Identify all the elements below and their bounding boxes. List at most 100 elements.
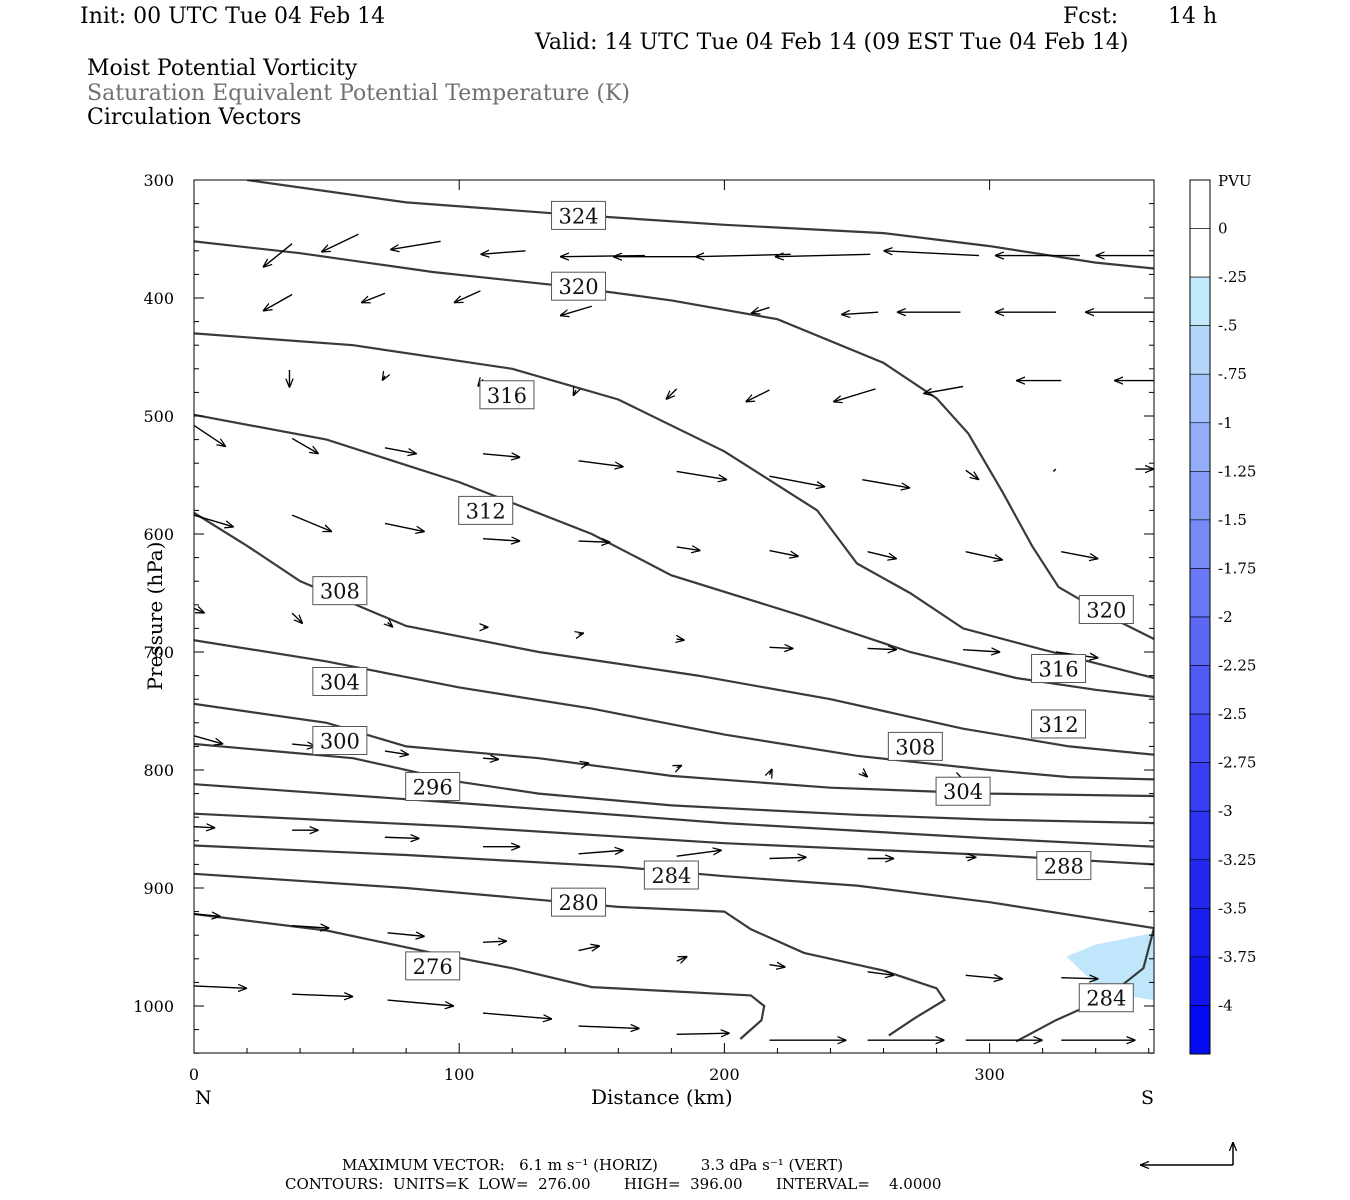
contour-label-300: 300 <box>320 730 360 754</box>
circulation-vector <box>676 1033 730 1034</box>
contour-label-304: 304 <box>943 780 983 804</box>
plot-frame <box>193 179 1155 1054</box>
circulation-vector <box>769 769 772 775</box>
circulation-vector <box>292 926 329 928</box>
contour-label-316: 316 <box>1039 658 1079 682</box>
circulation-vector <box>390 240 441 249</box>
contour-layer <box>194 180 1154 1043</box>
colorbar-label: -2.75 <box>1218 754 1256 772</box>
contour-label-304: 304 <box>320 671 360 695</box>
circulation-vector <box>291 514 332 532</box>
circulation-vector <box>483 454 520 458</box>
contour-label-276: 276 <box>413 955 453 979</box>
circulation-vector <box>584 763 589 764</box>
contour-label-box <box>479 380 535 410</box>
contour-label-box <box>312 726 368 755</box>
max-vector-note: MAXIMUM VECTOR: 6.1 m s⁻¹ (HORIZ) 3.3 dP… <box>342 1156 844 1174</box>
x-end-label-north: N <box>195 1087 212 1109</box>
contour-304 <box>194 639 1154 781</box>
contour-label-box <box>1078 983 1134 1013</box>
circulation-vector <box>867 648 897 649</box>
colorbar-swatch <box>1189 665 1211 715</box>
circulation-vector <box>579 633 584 634</box>
circulation-vector <box>965 551 1003 560</box>
contour-label-280: 280 <box>558 891 598 915</box>
circulation-vector <box>867 972 895 976</box>
circulation-vector <box>387 999 454 1006</box>
contour-label-320: 320 <box>558 275 598 299</box>
colorbar-label: -2.5 <box>1218 705 1247 723</box>
circulation-vector <box>884 251 980 257</box>
colorbar-label: -3 <box>1218 802 1233 820</box>
contour-label-box <box>405 772 461 802</box>
colorbar-swatch <box>1189 1005 1211 1055</box>
circulation-vector <box>483 539 520 541</box>
circulation-vector <box>862 772 867 777</box>
contour-label-box <box>1031 654 1087 684</box>
contour-label-312: 312 <box>1039 713 1079 737</box>
colorbar-label: -3.5 <box>1218 899 1247 917</box>
contour-label-312: 312 <box>466 499 506 523</box>
contour-label-box <box>551 200 607 230</box>
circulation-vector <box>769 475 825 487</box>
contour-label-296: 296 <box>413 776 453 800</box>
title-vectors: Circulation Vectors <box>87 105 302 130</box>
colorbar-swatch <box>1189 519 1211 569</box>
colorbar-swatch <box>1189 908 1211 958</box>
contour-label-box <box>551 887 607 917</box>
contour-316 <box>194 332 1154 680</box>
colorbar-swatch <box>1189 762 1211 812</box>
colorbar-label: -1 <box>1218 414 1233 432</box>
circulation-vector <box>483 941 507 942</box>
circulation-vector <box>194 914 221 916</box>
circulation-vector <box>666 388 678 400</box>
circulation-vector <box>578 850 624 854</box>
title-theta-es: Saturation Equivalent Potential Temperat… <box>87 81 630 106</box>
circulation-vector <box>292 994 353 996</box>
circulation-vector <box>965 469 979 479</box>
contour-label-324: 324 <box>558 204 598 228</box>
colorbar-swatch <box>1189 276 1211 326</box>
contour-label-box <box>405 951 461 981</box>
colorbar-label: -.75 <box>1218 365 1247 383</box>
circulation-vector <box>560 305 592 315</box>
colorbar-label: -3.25 <box>1218 851 1256 869</box>
colorbar-label: 0 <box>1218 220 1228 238</box>
y-tick-label: 600 <box>143 525 174 544</box>
circulation-vector <box>194 514 234 527</box>
colorbar-label: -1.5 <box>1218 511 1247 529</box>
y-tick-label: 400 <box>143 289 174 308</box>
x-tick-label: 200 <box>709 1065 740 1084</box>
colorbar-swatch <box>1189 810 1211 861</box>
y-tick-label: 300 <box>143 171 174 190</box>
circulation-vector <box>480 251 526 255</box>
colorbar-label: -.25 <box>1218 268 1247 286</box>
circulation-vector <box>384 522 425 531</box>
circulation-vector <box>677 639 685 640</box>
colorbar-swatch <box>1189 471 1211 521</box>
circulation-vector <box>867 551 897 559</box>
contour-label-308: 308 <box>895 735 935 759</box>
circulation-vector <box>388 623 393 628</box>
circulation-vector <box>1061 978 1098 979</box>
contour-320 <box>194 240 1154 640</box>
contour-label-320: 320 <box>1086 599 1126 623</box>
circulation-vector <box>775 254 871 256</box>
colorbar-swatch <box>1189 422 1211 472</box>
circulation-vector <box>194 735 223 744</box>
contour-label-284: 284 <box>1086 987 1126 1011</box>
contour-276 <box>194 912 766 1040</box>
circulation-vector <box>560 256 645 257</box>
contour-292 <box>194 783 1154 848</box>
contour-label-box <box>1078 595 1134 625</box>
x-tick-label: 100 <box>444 1065 475 1084</box>
colorbar-swatch <box>1189 325 1211 375</box>
circulation-vector <box>578 946 600 951</box>
circulation-vector <box>676 470 727 479</box>
circulation-vector <box>291 612 303 624</box>
contour-label-box <box>935 776 991 806</box>
contour-label-box <box>643 860 699 890</box>
colorbar-label: -4 <box>1218 996 1233 1014</box>
colorbar-swatch <box>1189 616 1211 666</box>
